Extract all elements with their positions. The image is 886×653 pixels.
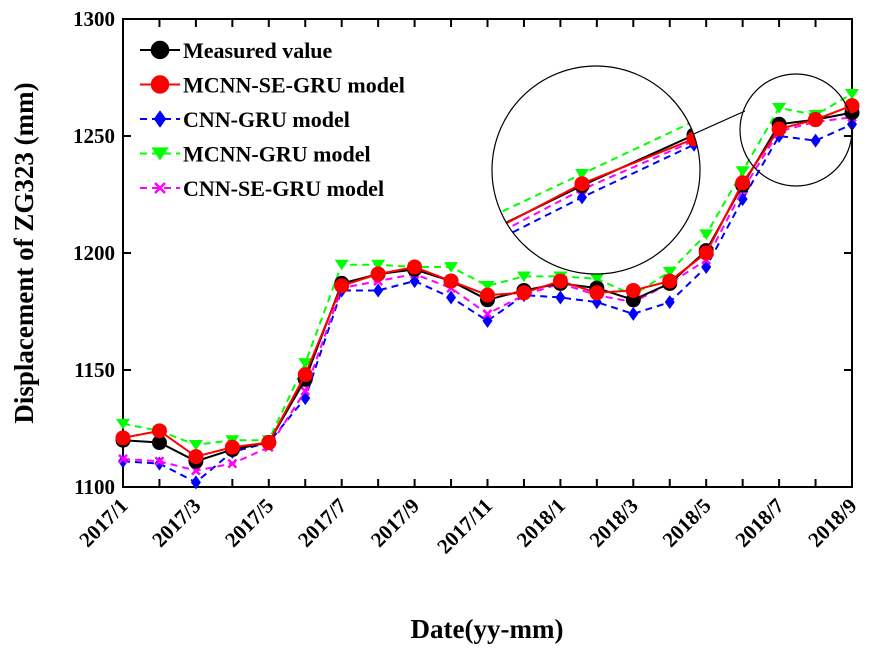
data-point	[664, 295, 675, 310]
data-point	[370, 266, 386, 282]
legend-label: CNN-GRU model	[183, 107, 350, 132]
data-point	[154, 456, 165, 467]
zoom-series-line	[492, 120, 700, 228]
legend-label: Measured value	[183, 38, 333, 63]
data-point	[334, 278, 350, 294]
data-point	[516, 271, 531, 282]
x-tick-label: 2017/5	[220, 494, 278, 552]
data-point	[444, 262, 459, 273]
legend: Measured value MCNN-SE-GRU model CNN-GRU m…	[140, 38, 405, 201]
data-point	[575, 169, 589, 180]
data-point	[516, 285, 532, 301]
data-point	[300, 386, 311, 396]
data-point	[224, 439, 240, 455]
x-tick-label: 2017/7	[293, 494, 351, 552]
x-tick-label: 2017/11	[432, 494, 497, 559]
data-point	[482, 308, 493, 319]
data-point	[118, 454, 128, 464]
plot-area	[122, 18, 853, 488]
x-tick-label: 2018/1	[512, 494, 570, 552]
data-point	[188, 439, 203, 451]
zoom-source-circle	[739, 73, 853, 187]
data-point	[771, 121, 787, 137]
legend-item: MCNN-SE-GRU model	[140, 73, 405, 98]
data-point	[574, 176, 590, 192]
data-point	[150, 40, 170, 60]
data-point	[698, 245, 714, 261]
data-point	[154, 182, 166, 194]
data-point	[151, 423, 167, 439]
legend-label: MCNN-SE-GRU model	[183, 73, 405, 98]
data-point	[261, 435, 277, 451]
x-tick-label: 2017/9	[366, 494, 424, 552]
series-mcnn-se-gru-model	[115, 98, 860, 465]
data-point	[735, 166, 750, 177]
data-point	[298, 358, 313, 369]
data-point	[446, 290, 457, 305]
data-point	[772, 103, 787, 114]
data-point	[116, 418, 130, 430]
y-axis-title: Displacement of ZG323 (mm)	[9, 82, 39, 423]
data-point	[115, 430, 131, 446]
series-layer	[115, 88, 860, 490]
data-point	[150, 75, 170, 94]
data-point	[190, 475, 201, 490]
x-tick-label: 2017/1	[74, 494, 132, 552]
legend-item: CNN-GRU model	[140, 107, 350, 132]
zoom-series-line	[492, 143, 700, 255]
data-point	[808, 112, 824, 128]
y-tick-label: 1100	[74, 475, 115, 499]
legend-item: CNN-SE-GRU model	[140, 176, 384, 201]
data-point	[407, 259, 423, 275]
data-point	[589, 273, 604, 285]
data-point	[662, 266, 677, 278]
data-point	[297, 367, 313, 383]
legend-label: CNN-SE-GRU model	[183, 176, 384, 201]
data-point	[844, 98, 860, 114]
data-point	[810, 133, 821, 148]
data-point	[845, 88, 859, 100]
data-point	[153, 110, 167, 128]
data-point	[589, 285, 605, 301]
data-point	[555, 290, 566, 305]
x-tick-label: 2018/3	[585, 494, 643, 552]
data-point	[371, 259, 386, 271]
legend-item: MCNN-GRU model	[140, 142, 371, 167]
x-tick-label: 2018/7	[730, 494, 788, 552]
legend-item: Measured value	[140, 38, 333, 63]
data-point	[577, 190, 587, 205]
zoom-circle-border	[491, 65, 701, 275]
zoom-series-line	[492, 130, 700, 244]
y-tick-label: 1250	[73, 124, 115, 148]
y-axis: 1100 1150 1200 1250 1300	[73, 7, 852, 499]
data-point	[480, 287, 495, 303]
data-point	[480, 280, 495, 292]
data-point	[552, 273, 568, 289]
y-tick-label: 1200	[73, 241, 115, 265]
data-point	[443, 273, 459, 289]
series-line	[122, 123, 853, 484]
data-point	[662, 273, 678, 289]
data-point	[373, 283, 384, 298]
data-point	[188, 449, 204, 465]
zoom-bg	[492, 66, 700, 274]
legend-label: MCNN-GRU model	[183, 142, 371, 167]
data-point	[735, 175, 751, 191]
zoom-series-line	[492, 132, 700, 249]
series-line	[122, 93, 853, 446]
x-tick-label: 2018/5	[658, 494, 716, 552]
y-tick-label: 1150	[74, 358, 115, 382]
zoom-inset	[491, 65, 853, 275]
x-tick-label: 2018/9	[803, 494, 861, 552]
data-point	[699, 229, 714, 240]
y-tick-label: 1300	[73, 7, 115, 31]
data-point	[334, 259, 349, 271]
data-point	[625, 282, 641, 298]
x-axis-title: Date(yy-mm)	[411, 614, 564, 644]
x-tick-label: 2017/3	[147, 494, 205, 552]
data-point	[151, 147, 169, 161]
data-point	[227, 458, 238, 469]
data-point	[628, 306, 639, 321]
